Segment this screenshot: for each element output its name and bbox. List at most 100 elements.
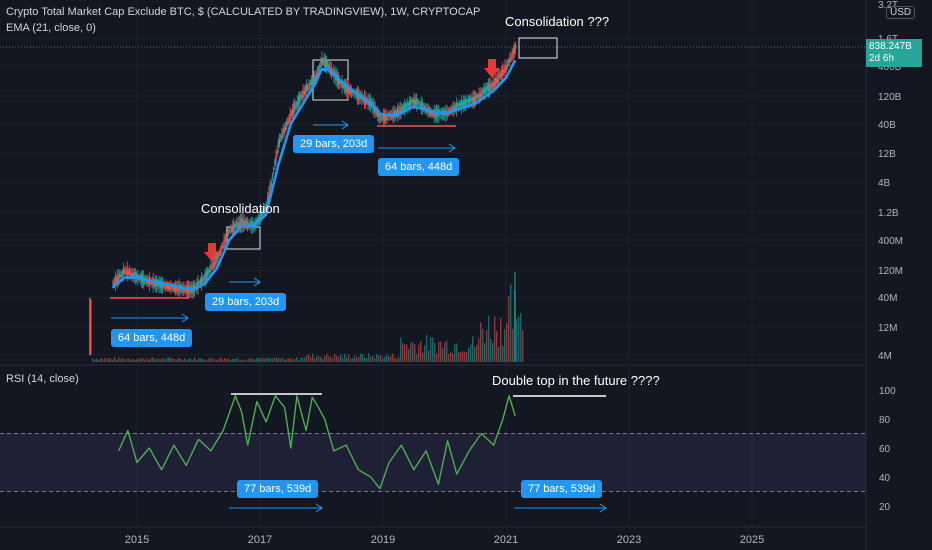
volume-bar bbox=[462, 351, 464, 362]
candle-body bbox=[237, 222, 239, 229]
candle-body bbox=[502, 68, 504, 77]
candle-body bbox=[415, 97, 418, 105]
volume-bar bbox=[504, 329, 506, 362]
candle-body bbox=[275, 155, 277, 163]
candle-body bbox=[118, 273, 120, 280]
time-tick-label: 2023 bbox=[617, 534, 641, 546]
candle-body bbox=[133, 271, 135, 278]
candle-body bbox=[185, 287, 187, 294]
rsi-tick-label: 80 bbox=[879, 415, 891, 426]
currency-button[interactable]: USD bbox=[886, 6, 916, 19]
candle-body bbox=[464, 99, 466, 106]
candle-body bbox=[515, 44, 517, 49]
candle-body bbox=[412, 99, 414, 103]
volume-bar bbox=[420, 341, 422, 362]
candle-body bbox=[204, 273, 206, 281]
volume-bar bbox=[240, 359, 242, 362]
volume-bar bbox=[442, 348, 444, 362]
candle-body bbox=[165, 285, 167, 289]
candle-body bbox=[491, 82, 493, 86]
candle-body bbox=[463, 99, 465, 107]
volume-bar bbox=[472, 336, 474, 362]
volume-bar bbox=[438, 341, 440, 362]
candle-body bbox=[414, 99, 416, 106]
volume-bar bbox=[172, 358, 174, 362]
candle-body bbox=[244, 220, 246, 225]
candle-body bbox=[314, 75, 316, 81]
volume-bar bbox=[424, 345, 426, 362]
candle-body bbox=[182, 287, 184, 293]
duration-arrow-1-head bbox=[181, 313, 189, 323]
candle-body bbox=[496, 78, 498, 84]
candle-body bbox=[308, 84, 310, 90]
volume-bar bbox=[440, 341, 442, 362]
volume-bar bbox=[236, 357, 238, 362]
volume-bar bbox=[480, 322, 482, 362]
volume-bar bbox=[498, 346, 500, 362]
volume-bar bbox=[232, 358, 234, 362]
candle-body bbox=[503, 69, 505, 73]
volume-bar bbox=[316, 356, 318, 362]
candle-body bbox=[226, 232, 229, 236]
volume-bar bbox=[502, 345, 504, 362]
volume-bar bbox=[350, 358, 352, 362]
candle-body bbox=[321, 58, 323, 66]
volume-bar bbox=[242, 359, 244, 362]
candle-body bbox=[476, 95, 478, 99]
candle-body bbox=[218, 253, 220, 256]
volume-bar bbox=[406, 344, 408, 362]
candle-body bbox=[196, 282, 198, 288]
candle-body bbox=[231, 226, 233, 233]
candle-body bbox=[465, 98, 467, 105]
rsi-tick-label: 100 bbox=[879, 386, 896, 397]
volume-bar bbox=[342, 357, 344, 362]
candle-body bbox=[328, 63, 330, 69]
volume-bar bbox=[272, 358, 274, 362]
candle-body bbox=[405, 104, 407, 108]
candle-body bbox=[489, 84, 491, 93]
consolidation-box bbox=[518, 37, 558, 59]
candle-body bbox=[358, 93, 360, 101]
volume-bar bbox=[314, 358, 316, 362]
candle-body bbox=[290, 111, 293, 115]
volume-bar bbox=[330, 356, 332, 362]
candle-body bbox=[123, 267, 125, 275]
volume-bar bbox=[418, 344, 420, 362]
candle-body bbox=[348, 89, 350, 93]
down-arrow-2 bbox=[484, 59, 500, 78]
volume-bar bbox=[426, 334, 428, 362]
price-tick-label: 12B bbox=[878, 149, 896, 160]
volume-bar bbox=[252, 358, 254, 362]
candle-body bbox=[115, 279, 118, 283]
annotation-double-top: Double top in the future ???? bbox=[492, 373, 660, 388]
chart-series bbox=[111, 41, 517, 490]
candle-body bbox=[324, 61, 327, 68]
candle-body bbox=[306, 84, 308, 92]
volume-bar bbox=[404, 344, 406, 362]
candle-body bbox=[418, 101, 420, 105]
candle-body bbox=[481, 90, 484, 94]
candle-body bbox=[467, 98, 470, 103]
candle-body bbox=[281, 133, 283, 139]
candle-body bbox=[236, 221, 238, 228]
candle-body bbox=[132, 273, 134, 279]
volume-bar bbox=[410, 342, 412, 362]
candle-body bbox=[381, 115, 383, 118]
candle-body bbox=[128, 269, 131, 275]
volume-bar bbox=[490, 338, 492, 362]
volume-bar bbox=[522, 329, 524, 362]
volume-bar bbox=[158, 358, 160, 362]
candle-body bbox=[117, 275, 119, 284]
volume-bar bbox=[360, 353, 362, 362]
volume-bar bbox=[470, 344, 472, 362]
candle-body bbox=[245, 220, 248, 225]
volume-bar bbox=[192, 359, 194, 362]
candle-body bbox=[511, 53, 513, 59]
volume-bar bbox=[140, 358, 142, 362]
volume-bar bbox=[422, 352, 424, 362]
volume-bar bbox=[348, 354, 350, 362]
ema-legend: EMA (21, close, 0) bbox=[6, 22, 96, 34]
volume-bar bbox=[368, 353, 370, 362]
candle-body bbox=[419, 104, 421, 107]
